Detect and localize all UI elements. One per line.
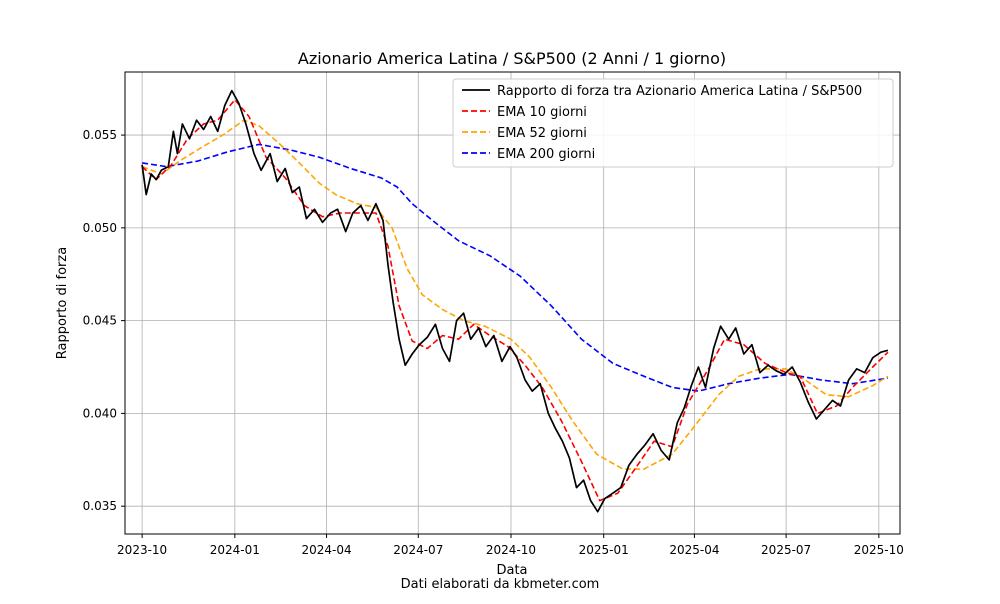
legend-entry-1: EMA 10 giorni bbox=[497, 105, 587, 120]
chart-title: Azionario America Latina / S&P500 (2 Ann… bbox=[298, 49, 726, 68]
x-tick-label: 2024-04 bbox=[301, 543, 351, 557]
x-tick-label: 2025-01 bbox=[579, 543, 629, 557]
y-axis-label: Rapporto di forza bbox=[55, 247, 70, 359]
x-tick-label: 2025-07 bbox=[761, 543, 811, 557]
legend-entry-2: EMA 52 giorni bbox=[497, 126, 587, 141]
legend: Rapporto di forza tra Azionario America … bbox=[452, 78, 894, 168]
y-tick-label: 0.050 bbox=[83, 221, 117, 235]
x-tick-label: 2024-01 bbox=[210, 543, 260, 557]
y-tick-label: 0.040 bbox=[83, 406, 117, 420]
series-line-0 bbox=[141, 89, 889, 513]
y-tick-label: 0.035 bbox=[83, 499, 117, 513]
x-tick-label: 2025-10 bbox=[854, 543, 904, 557]
plot-frame bbox=[124, 71, 901, 535]
x-tick-label: 2024-07 bbox=[393, 543, 443, 557]
x-tick-label: 2024-10 bbox=[486, 543, 536, 557]
x-tick-label: 2025-04 bbox=[669, 543, 719, 557]
y-tick-label: 0.055 bbox=[83, 128, 117, 142]
series-line-1 bbox=[141, 99, 889, 502]
series-line-2 bbox=[141, 119, 889, 470]
x-tick-label: 2023-10 bbox=[117, 543, 167, 557]
x-axis-ticks: 2023-10 2024-01 2024-04 2024-07 2024-10 2025-… bbox=[117, 534, 904, 557]
y-tick-label: 0.045 bbox=[83, 314, 117, 328]
x-axis-label: Data bbox=[496, 563, 527, 578]
legend-entry-3: EMA 200 giorni bbox=[497, 147, 595, 162]
footer-credit: Dati elaborati da kbmeter.com bbox=[401, 577, 600, 592]
legend-entry-0: Rapporto di forza tra Azionario America … bbox=[497, 84, 862, 99]
series-lines bbox=[141, 89, 889, 513]
y-axis-ticks: 0.035 0.040 0.045 0.050 0.055 bbox=[83, 128, 125, 513]
series-line-3 bbox=[141, 143, 889, 392]
legend-box bbox=[452, 78, 894, 168]
